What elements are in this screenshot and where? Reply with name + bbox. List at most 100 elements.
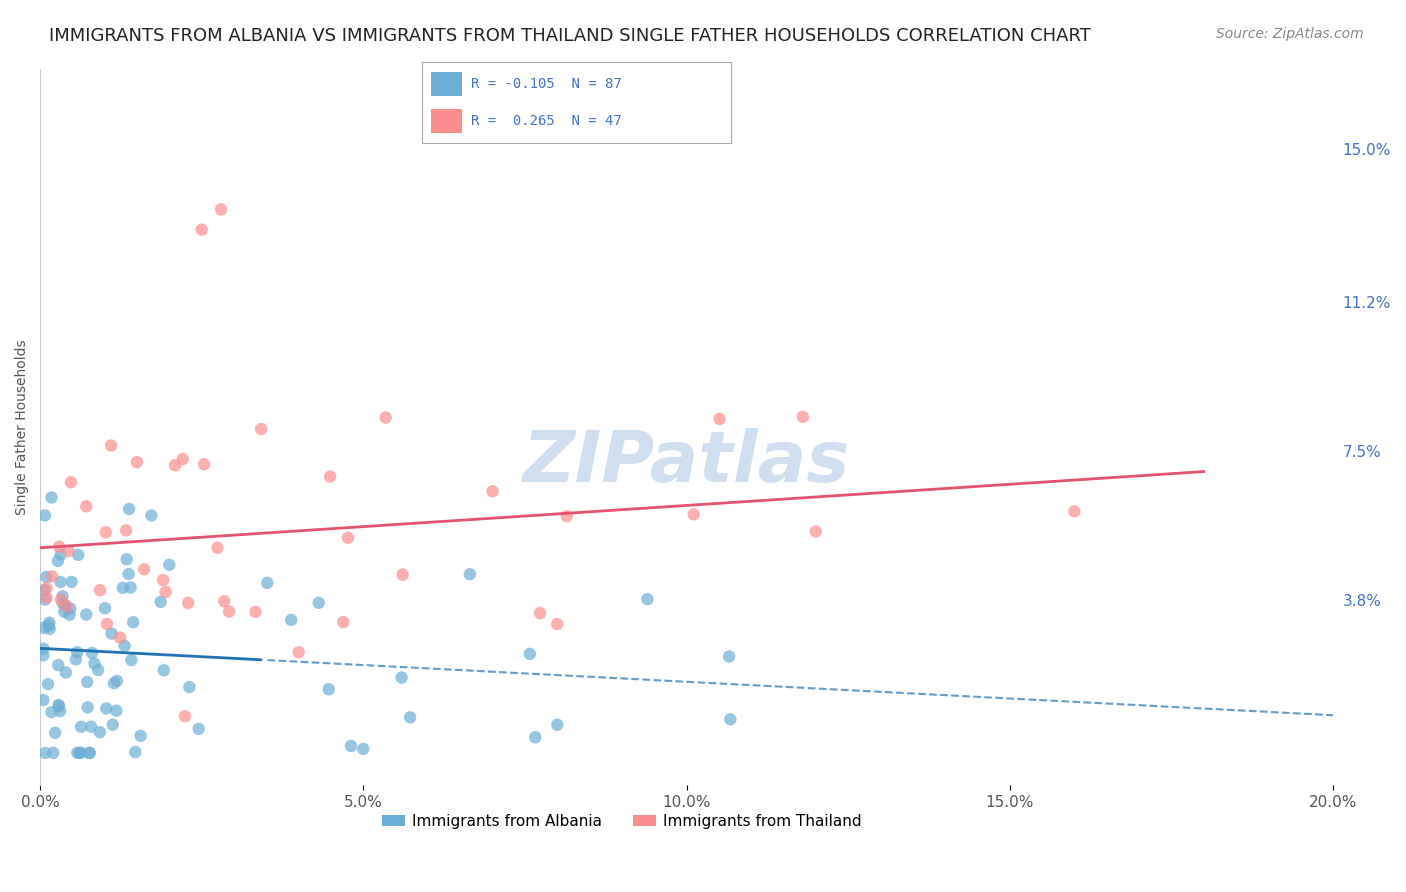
Point — [49, 704, 72, 718]
Point — [94, 525, 117, 540]
Point — [66, 746, 89, 760]
Point — [100, 438, 122, 452]
Point — [53, 605, 76, 619]
Point — [337, 531, 360, 545]
Point — [481, 484, 503, 499]
Point — [35, 581, 58, 595]
Point — [120, 653, 142, 667]
Point — [173, 709, 195, 723]
Point — [67, 548, 90, 562]
Point — [391, 671, 413, 685]
Point — [209, 202, 232, 217]
Point — [34, 592, 56, 607]
Point — [308, 596, 330, 610]
Point — [115, 552, 138, 566]
Point — [546, 717, 568, 731]
Point — [163, 458, 186, 473]
Point — [66, 645, 89, 659]
Point — [214, 594, 236, 608]
Point — [120, 581, 142, 595]
Point — [117, 567, 139, 582]
Point — [41, 705, 63, 719]
Point — [245, 605, 267, 619]
Point — [80, 720, 103, 734]
Bar — [432, 72, 463, 96]
Point — [519, 647, 541, 661]
Point — [134, 562, 156, 576]
Point — [37, 677, 59, 691]
Point — [49, 574, 72, 589]
Point — [114, 639, 136, 653]
Point — [89, 583, 111, 598]
Point — [1063, 504, 1085, 518]
Point — [49, 548, 72, 562]
Point — [111, 581, 134, 595]
Point — [340, 739, 363, 753]
Bar — [432, 109, 463, 133]
Point — [76, 675, 98, 690]
Point — [89, 725, 111, 739]
Point — [524, 731, 547, 745]
Point — [32, 693, 55, 707]
Point — [108, 631, 131, 645]
Text: R = -0.105  N = 87: R = -0.105 N = 87 — [471, 77, 621, 91]
Point — [256, 575, 278, 590]
Point — [100, 626, 122, 640]
Point — [35, 570, 58, 584]
Point — [38, 622, 60, 636]
Point — [101, 717, 124, 731]
Text: ZIPatlas: ZIPatlas — [523, 428, 851, 497]
Point — [83, 657, 105, 671]
Point — [179, 680, 201, 694]
Point — [53, 599, 76, 613]
Point — [155, 585, 177, 599]
Point — [105, 673, 128, 688]
Point — [399, 710, 422, 724]
Point — [149, 595, 172, 609]
Point — [69, 746, 91, 760]
Point — [122, 615, 145, 630]
Point — [69, 746, 91, 760]
Point — [94, 601, 117, 615]
Point — [352, 742, 374, 756]
Point — [636, 592, 658, 607]
Point — [34, 508, 56, 523]
Point — [60, 574, 83, 589]
Text: R =  0.265  N = 47: R = 0.265 N = 47 — [471, 114, 621, 128]
Point — [190, 222, 212, 236]
Point — [280, 613, 302, 627]
Point — [70, 720, 93, 734]
Point — [458, 567, 481, 582]
Point — [59, 601, 82, 615]
Point — [52, 596, 75, 610]
Point — [87, 663, 110, 677]
Point — [41, 569, 63, 583]
Point — [792, 409, 814, 424]
Point — [38, 618, 60, 632]
Point — [250, 422, 273, 436]
Point — [55, 599, 77, 614]
Point — [55, 665, 77, 680]
Point — [48, 698, 70, 712]
Point — [374, 410, 396, 425]
Point — [75, 500, 97, 514]
Point — [77, 746, 100, 760]
Point — [79, 746, 101, 760]
Point — [42, 746, 65, 760]
Point — [34, 582, 56, 597]
Point — [555, 509, 578, 524]
Point — [718, 649, 741, 664]
Point — [157, 558, 180, 572]
Point — [391, 567, 413, 582]
Point — [65, 652, 87, 666]
Point — [46, 554, 69, 568]
Point — [58, 607, 80, 622]
Point — [129, 729, 152, 743]
Point — [152, 573, 174, 587]
Point — [76, 700, 98, 714]
Point — [332, 615, 354, 629]
Point — [318, 682, 340, 697]
Point — [44, 725, 66, 739]
Legend: Immigrants from Albania, Immigrants from Thailand: Immigrants from Albania, Immigrants from… — [375, 807, 868, 835]
Point — [125, 455, 148, 469]
